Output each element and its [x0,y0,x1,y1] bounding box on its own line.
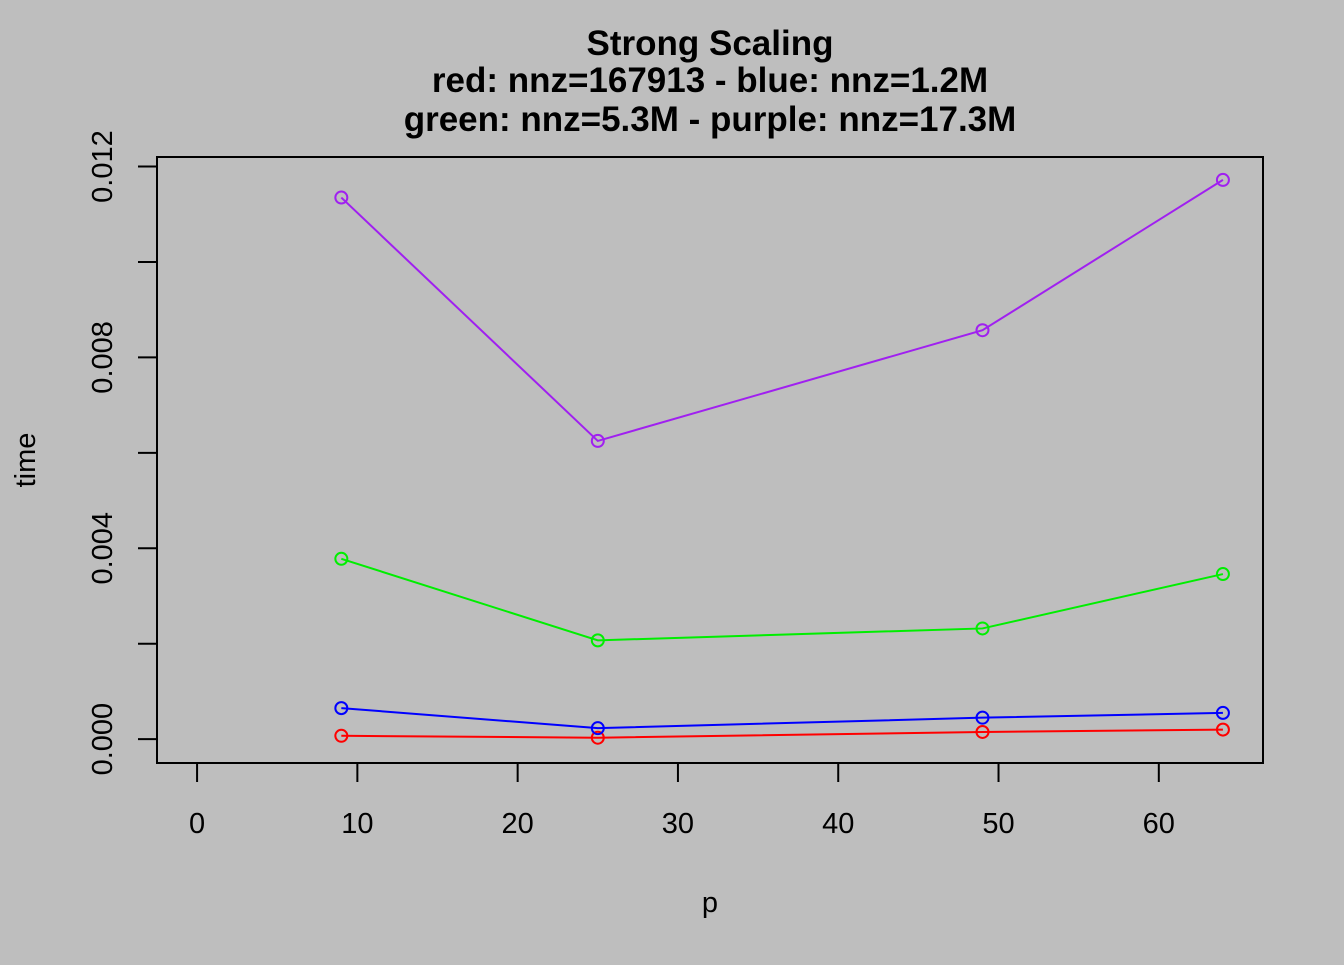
series-line [341,707,1223,730]
y-tick-label: 0.000 [87,703,119,776]
y-tick-label: 0.012 [87,130,119,203]
data-point [590,730,605,745]
x-tick-label: 10 [341,808,373,840]
x-tick-label: 40 [822,808,854,840]
series-4 [334,172,1230,448]
data-point [975,621,990,636]
y-axis-label: time [10,433,42,488]
y-tick-label: 0.008 [87,321,119,394]
plot-box [156,156,1264,764]
x-tick-label: 30 [662,808,694,840]
series-layer [334,172,1230,745]
series-line [340,179,1224,443]
title-line-1: Strong Scaling [587,24,834,63]
data-point [590,721,605,736]
data-point [590,433,605,448]
data-point [1215,567,1230,582]
x-tick-label: 50 [982,808,1014,840]
x-tick-label: 60 [1143,808,1175,840]
title-line-3: green: nnz=5.3M - purple: nnz=17.3M [404,100,1017,139]
series-1 [334,722,1230,745]
x-tick-label: 0 [189,808,205,840]
data-point [334,190,349,205]
series-2 [334,701,1230,736]
series-3 [334,551,1230,648]
x-tick-label: 20 [502,808,534,840]
y-axis: 0.000 0.004 0.008 0.012 [87,130,158,776]
data-point [1215,172,1230,187]
x-axis: 0 10 20 30 40 50 60 [189,762,1175,840]
data-point [334,701,349,716]
series-line [341,728,1223,739]
title-line-2: red: nnz=167913 - blue: nnz=1.2M [432,61,988,100]
data-point [334,728,349,743]
chart-title: Strong Scaling red: nnz=167913 - blue: n… [404,24,1017,139]
data-point [590,633,605,648]
data-point [334,551,349,566]
data-point [1215,705,1230,720]
y-tick-label: 0.004 [87,512,119,585]
data-point [975,724,990,739]
data-point [975,323,990,338]
data-point [1215,722,1230,737]
data-point [975,710,990,725]
series-line [341,557,1224,642]
x-axis-label: p [702,887,718,919]
